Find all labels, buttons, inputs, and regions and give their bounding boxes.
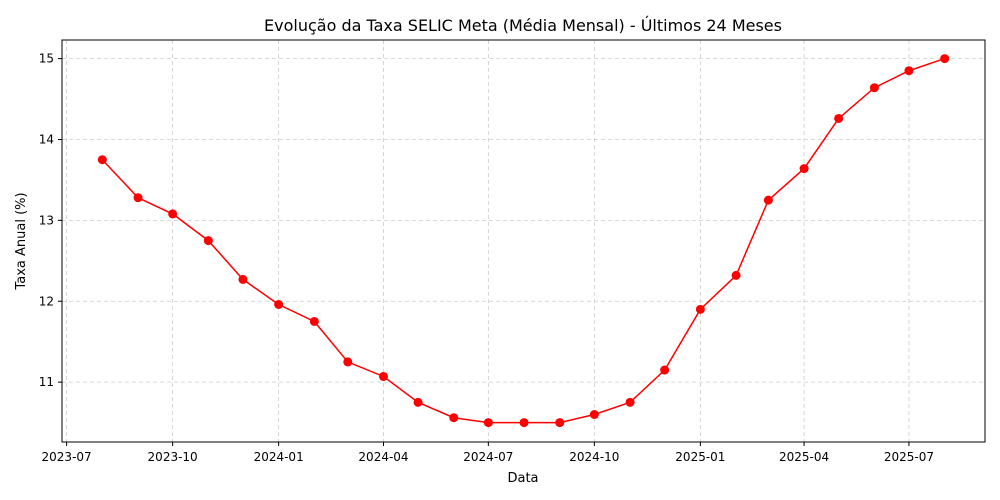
data-point [519,418,529,428]
data-point [483,418,493,428]
data-point [799,164,809,174]
data-point [413,397,423,407]
data-point [274,299,284,309]
series-line [101,57,945,424]
data-point [133,193,143,203]
data-point [203,236,213,246]
data-point [625,397,635,407]
data-point [834,113,844,123]
x-tick-label: 2025-04 [779,450,829,464]
data-point [695,304,705,314]
data-point [904,66,914,76]
data-point [378,371,388,381]
data-point [763,195,773,205]
y-axis-label: Taxa Anual (%) [14,192,29,290]
x-tick-label: 2024-07 [463,450,513,464]
x-tick-label: 2025-07 [884,450,934,464]
data-point [869,83,879,93]
data-point [731,270,741,280]
data-point [555,418,565,428]
chart-title: Evolução da Taxa SELIC Meta (Média Mensa… [264,16,782,35]
data-point [97,155,107,165]
x-tick-label: 2024-01 [254,450,304,464]
y-axis: 11 12 13 14 15 [39,52,62,389]
x-axis: 2023-07 2023-10 2024-01 2024-04 2024-07 2024-… [42,442,934,464]
data-point [309,316,319,326]
y-tick-label: 12 [39,294,54,308]
plot-frame [61,39,986,443]
data-point [343,357,353,367]
x-axis-label: Data [507,471,538,486]
x-tick-label: 2023-10 [148,450,198,464]
x-tick-label: 2025-01 [675,450,725,464]
x-tick-label: 2024-04 [358,450,408,464]
y-tick-label: 11 [39,375,54,389]
grid [62,40,985,442]
data-point [168,209,178,219]
data-point [589,409,599,419]
x-tick-label: 2023-07 [42,450,92,464]
data-point [449,413,459,423]
data-point [660,365,670,375]
y-tick-label: 13 [39,213,54,227]
x-tick-label: 2024-10 [569,450,619,464]
data-point [238,274,248,284]
y-tick-label: 15 [39,52,54,66]
series [97,54,950,428]
y-tick-label: 14 [39,132,54,146]
data-point [940,54,950,64]
